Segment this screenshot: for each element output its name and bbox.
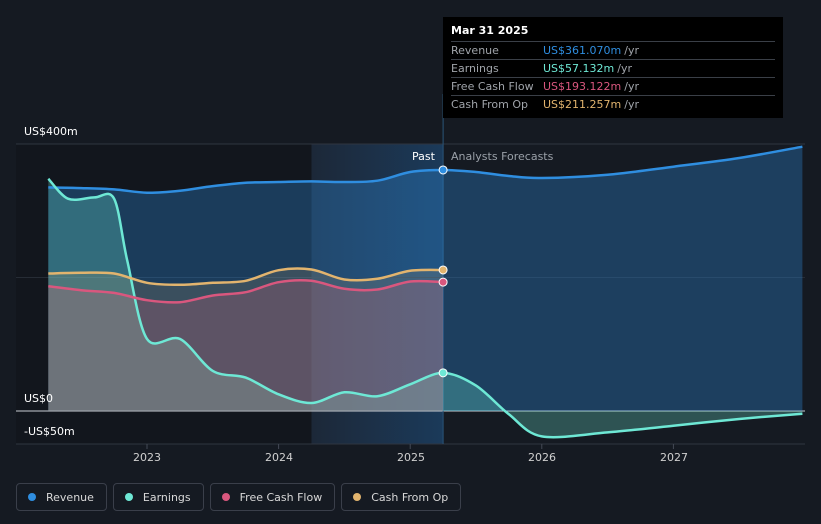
tooltip-date: Mar 31 2025 [451,24,529,37]
tooltip-row-free-cash-flow: Free Cash Flow US$193.122m /yr [451,77,775,95]
legend-label: Revenue [46,490,94,504]
tooltip-row-name: Revenue [451,44,499,57]
highlight-region [311,144,444,444]
tooltip-row-value: US$57.132m [543,62,615,75]
series-line-revenue [48,145,803,194]
x-tick-label-2027: 2027 [660,451,688,464]
tooltip-row-cash-from-op: Cash From Op US$211.257m /yr [451,95,775,113]
x-tick-label-2026: 2026 [528,451,556,464]
tooltip-row-value: US$211.257m [543,98,622,111]
x-tick-label-2025: 2025 [397,451,425,464]
forecast-label: Analysts Forecasts [451,150,554,163]
y-tick-label-0: US$0 [24,392,54,405]
tooltip-row-revenue: Revenue US$361.070m /yr [451,41,775,59]
legend: Revenue Earnings Free Cash Flow Cash Fro… [16,483,462,511]
x-tick-label-2023: 2023 [133,451,161,464]
tooltip-row-unit: /yr [624,44,639,57]
series-area-free-cash-flow [48,280,444,411]
legend-label: Free Cash Flow [239,490,323,504]
marker-cash-from-op [438,265,448,275]
series-line-free-cash-flow [48,279,444,304]
legend-item-revenue[interactable]: Revenue [16,483,107,511]
tooltip-row-earnings: Earnings US$57.132m /yr [451,59,775,77]
past-label: Past [412,150,435,163]
tooltip-row-value: US$361.070m [543,44,622,57]
y-tick-label-neg50: -US$50m [24,425,75,438]
legend-label: Cash From Op [371,490,449,504]
y-tick-label-400: US$400m [24,125,78,138]
marker-free-cash-flow [438,277,448,287]
marker-earnings [438,368,448,378]
legend-dot-icon [124,493,133,501]
tooltip: Mar 31 2025 Revenue US$361.070m /yr Earn… [443,17,783,118]
series-area-earnings [48,178,803,438]
legend-item-free-cash-flow[interactable]: Free Cash Flow [209,483,336,511]
tooltip-row-unit: /yr [624,98,639,111]
legend-dot-icon [28,493,36,501]
series-line-earnings [47,177,803,439]
tooltip-row-unit: /yr [617,62,632,75]
series-line-cash-from-op [48,267,444,287]
legend-dot-icon [221,493,230,501]
legend-dot-icon [353,493,362,501]
series-area-cash-from-op [48,268,444,411]
tooltip-row-value: US$193.122m [543,80,622,93]
legend-item-earnings[interactable]: Earnings [112,483,204,511]
tooltip-row-unit: /yr [624,80,639,93]
marker-revenue [438,165,448,175]
tooltip-row-name: Free Cash Flow [451,80,534,93]
legend-label: Earnings [142,490,191,504]
tooltip-row-name: Cash From Op [451,98,529,111]
tooltip-row-name: Earnings [451,62,499,75]
legend-item-cash-from-op[interactable]: Cash From Op [341,483,462,511]
series-area-revenue [48,146,803,411]
x-tick-label-2024: 2024 [265,451,293,464]
